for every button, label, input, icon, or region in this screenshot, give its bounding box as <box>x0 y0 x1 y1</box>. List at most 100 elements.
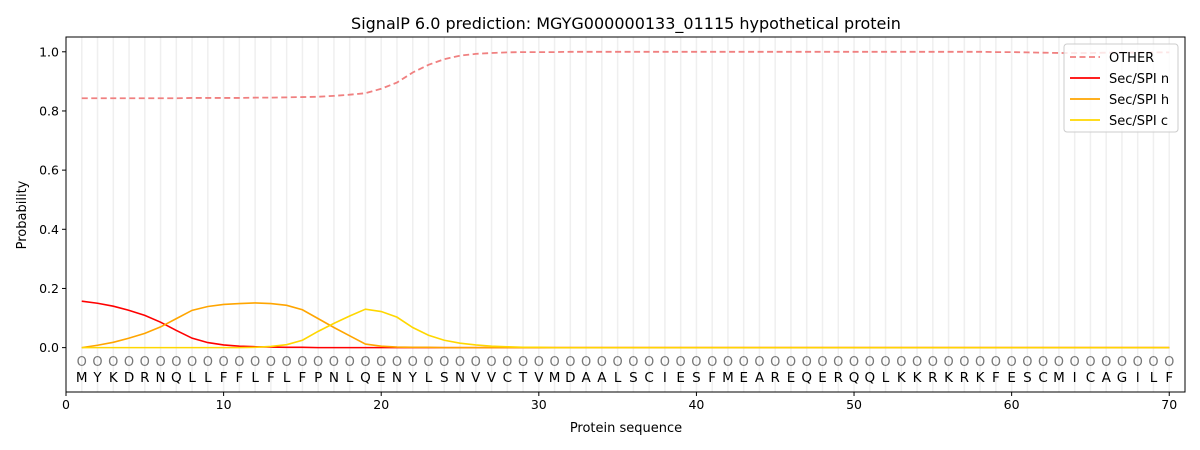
residue-label: Q <box>864 370 875 386</box>
x-tick-label: 40 <box>688 397 704 412</box>
position-marker: O <box>313 355 323 370</box>
position-marker: O <box>613 355 623 370</box>
position-marker: O <box>534 355 544 370</box>
chart-title: SignalP 6.0 prediction: MGYG000000133_01… <box>351 14 901 34</box>
position-marker: O <box>959 355 969 370</box>
position-marker: O <box>1054 355 1064 370</box>
residue-label: Q <box>801 370 812 386</box>
y-tick-label: 0.2 <box>39 281 59 296</box>
position-marker: O <box>1101 355 1111 370</box>
position-marker: O <box>140 355 150 370</box>
position-marker: O <box>1022 355 1032 370</box>
x-tick-label: 70 <box>1161 397 1177 412</box>
residue-label: C <box>1086 370 1095 386</box>
position-marker: O <box>108 355 118 370</box>
position-marker: O <box>912 355 922 370</box>
residue-label: N <box>156 370 166 386</box>
position-marker: O <box>345 355 355 370</box>
residue-label: T <box>518 370 528 386</box>
residue-label: V <box>487 370 497 386</box>
position-marker: O <box>1133 355 1143 370</box>
residue-label: R <box>140 370 149 386</box>
position-marker: O <box>408 355 418 370</box>
position-marker: O <box>865 355 875 370</box>
residue-label: S <box>629 370 638 386</box>
position-marker: O <box>565 355 575 370</box>
residue-label: G <box>1117 370 1127 386</box>
y-axis-label: Probability <box>15 180 30 249</box>
position-marker: O <box>644 355 654 370</box>
residue-label: F <box>1165 370 1173 386</box>
position-marker: O <box>1164 355 1174 370</box>
residue-label: E <box>1007 370 1016 386</box>
residue-label: M <box>549 370 561 386</box>
residue-label: R <box>771 370 780 386</box>
residue-label: S <box>440 370 449 386</box>
residue-label: R <box>834 370 843 386</box>
position-marker: O <box>203 355 213 370</box>
residue-label: K <box>109 370 119 386</box>
position-marker: O <box>155 355 165 370</box>
residue-label: I <box>1073 370 1077 386</box>
residue-label: P <box>314 370 322 386</box>
position-marker: O <box>833 355 843 370</box>
residue-label: V <box>471 370 481 386</box>
residue-label: L <box>425 370 433 386</box>
x-tick-label: 50 <box>846 397 862 412</box>
position-marker: O <box>471 355 481 370</box>
y-tick-label: 0.8 <box>39 103 59 118</box>
position-marker: O <box>1148 355 1158 370</box>
residue-label: N <box>329 370 339 386</box>
plot-frame <box>65 36 1186 393</box>
axes: 0 10 20 30 40 50 60 70 0.0 0.2 0.4 0.6 0.8 1.0 <box>39 44 1177 412</box>
residue-label: N <box>392 370 402 386</box>
residue-label: Q <box>360 370 371 386</box>
residue-label: L <box>1150 370 1158 386</box>
position-marker: O <box>1117 355 1127 370</box>
position-marker: O <box>849 355 859 370</box>
y-tick-label: 1.0 <box>39 44 59 59</box>
residue-label: N <box>455 370 465 386</box>
residue-label: S <box>692 370 701 386</box>
residue-label: L <box>614 370 622 386</box>
residue-label: L <box>346 370 354 386</box>
x-tick-label: 20 <box>373 397 389 412</box>
residue-label: I <box>1136 370 1140 386</box>
position-marker: O <box>329 355 339 370</box>
legend: OTHER Sec/SPI n Sec/SPI h Sec/SPI c <box>1063 43 1179 133</box>
position-marker: O <box>549 355 559 370</box>
residue-label: Y <box>92 370 102 386</box>
series-lines <box>81 50 1170 349</box>
residue-label: C <box>503 370 512 386</box>
position-marker: O <box>455 355 465 370</box>
position-marker: O <box>991 355 1001 370</box>
residue-label: E <box>818 370 827 386</box>
residue-label: F <box>220 370 228 386</box>
x-tick-label: 60 <box>1004 397 1020 412</box>
residue-label: F <box>299 370 307 386</box>
position-marker: O <box>486 355 496 370</box>
residue-label: F <box>235 370 243 386</box>
residue-label: D <box>124 370 134 386</box>
position-marker: O <box>77 355 87 370</box>
residue-label: C <box>644 370 653 386</box>
residue-label: D <box>565 370 575 386</box>
position-marker: O <box>928 355 938 370</box>
position-marker: O <box>707 355 717 370</box>
position-marker: O <box>376 355 386 370</box>
position-marker: O <box>723 355 733 370</box>
residue-label: A <box>1102 370 1112 386</box>
position-marker: O <box>171 355 181 370</box>
residue-label: K <box>944 370 954 386</box>
position-marker: O <box>1070 355 1080 370</box>
position-marker: O <box>691 355 701 370</box>
residue-label: F <box>992 370 1000 386</box>
x-axis-label: Protein sequence <box>570 421 682 436</box>
position-marker: O <box>896 355 906 370</box>
residue-label: I <box>663 370 667 386</box>
position-marker: O <box>943 355 953 370</box>
position-marker: O <box>770 355 780 370</box>
position-marker: O <box>297 355 307 370</box>
position-marker: O <box>423 355 433 370</box>
